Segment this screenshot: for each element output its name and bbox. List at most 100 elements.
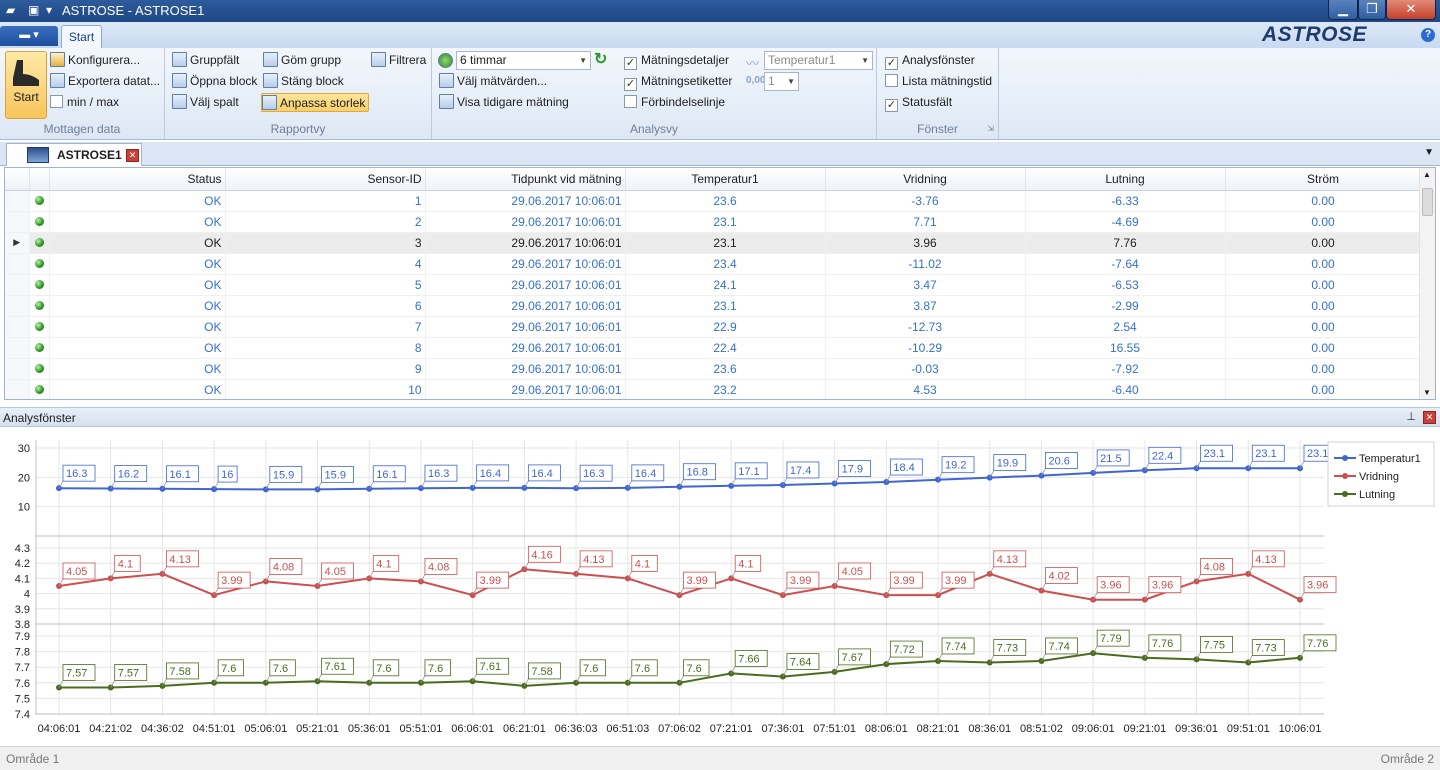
table-cell[interactable]: OK xyxy=(49,337,226,359)
table-cell[interactable]: OK xyxy=(49,274,226,296)
table-cell[interactable]: -6.53 xyxy=(1025,274,1226,296)
table-cell[interactable]: -0.03 xyxy=(825,358,1026,380)
table-cell[interactable]: 29.06.2017 10:06:01 xyxy=(425,253,626,275)
table-cell[interactable]: 3.47 xyxy=(825,274,1026,296)
table-cell[interactable]: 29.06.2017 10:06:01 xyxy=(425,316,626,338)
table-cell[interactable]: 23.2 xyxy=(625,379,826,399)
table-row[interactable]: OK 8 29.06.2017 10:06:01 22.4 -10.29 16.55 0.0… xyxy=(5,337,1422,359)
table-row[interactable]: OK 7 29.06.2017 10:06:01 22.9 -12.73 2.54 0.00 xyxy=(5,316,1422,338)
table-cell[interactable]: 22.4 xyxy=(625,337,826,359)
table-cell[interactable]: 1 xyxy=(225,190,426,212)
row-selector[interactable] xyxy=(5,295,30,317)
table-cell[interactable]: 0.00 xyxy=(1225,274,1422,296)
forbindelselinje-checkbox[interactable]: Förbindelselinje xyxy=(624,93,725,112)
valj-matvarden-button[interactable]: Välj mätvärden... xyxy=(439,72,547,91)
table-cell[interactable]: OK xyxy=(49,379,226,399)
table-row[interactable]: OK 2 29.06.2017 10:06:01 23.1 7.71 -4.69 0.00 xyxy=(5,211,1422,233)
gruppfalt-button[interactable]: Gruppfält xyxy=(172,51,239,70)
parameter-select[interactable]: Temperatur1 ▼ xyxy=(764,51,873,70)
table-cell[interactable]: 0.00 xyxy=(1225,295,1422,317)
table-cell[interactable]: 0.00 xyxy=(1225,253,1422,275)
table-cell[interactable]: 0.00 xyxy=(1225,337,1422,359)
row-selector[interactable] xyxy=(5,190,30,212)
table-cell[interactable]: OK xyxy=(49,253,226,275)
table-cell[interactable]: 24.1 xyxy=(625,274,826,296)
row-selector[interactable] xyxy=(5,379,30,399)
table-cell[interactable]: 29.06.2017 10:06:01 xyxy=(425,379,626,399)
table-cell[interactable]: 29.06.2017 10:06:01 xyxy=(425,211,626,233)
row-selector[interactable] xyxy=(5,274,30,296)
col-header-strom[interactable]: Ström xyxy=(1225,168,1422,191)
stang-block-button[interactable]: Stäng block xyxy=(263,72,344,91)
table-cell[interactable]: -4.69 xyxy=(1025,211,1226,233)
table-cell[interactable]: 10 xyxy=(225,379,426,399)
table-cell[interactable]: 0.00 xyxy=(1225,358,1422,380)
table-cell[interactable]: 7.71 xyxy=(825,211,1026,233)
table-cell[interactable]: 23.1 xyxy=(625,232,826,254)
table-row[interactable]: OK 1 29.06.2017 10:06:01 23.6 -3.76 -6.33 0.00 xyxy=(5,190,1422,212)
table-cell[interactable]: 2 xyxy=(225,211,426,233)
row-selector[interactable] xyxy=(5,358,30,380)
exportera-button[interactable]: Exportera datat... xyxy=(50,72,160,91)
row-selector[interactable]: ▶ xyxy=(5,232,30,254)
table-cell[interactable]: 7 xyxy=(225,316,426,338)
col-header-lutning[interactable]: Lutning xyxy=(1025,168,1226,191)
table-cell[interactable]: 8 xyxy=(225,337,426,359)
analysfonster-checkbox[interactable]: ✓ Analysfönster xyxy=(885,51,975,70)
table-cell[interactable]: 16.55 xyxy=(1025,337,1226,359)
visa-tidigare-button[interactable]: Visa tidigare mätning xyxy=(439,93,569,112)
table-cell[interactable]: 29.06.2017 10:06:01 xyxy=(425,190,626,212)
table-row[interactable]: ▶ OK 3 29.06.2017 10:06:01 23.1 3.96 7.76 0.00 xyxy=(5,232,1422,254)
table-cell[interactable]: 29.06.2017 10:06:01 xyxy=(425,274,626,296)
row-selector[interactable] xyxy=(5,211,30,233)
row-selector[interactable] xyxy=(5,337,30,359)
table-cell[interactable]: -10.29 xyxy=(825,337,1026,359)
table-cell[interactable]: 0.00 xyxy=(1225,190,1422,212)
col-header-vridning[interactable]: Vridning xyxy=(825,168,1026,191)
grid-vertical-scrollbar[interactable]: ▲ ▼ xyxy=(1419,168,1435,399)
table-cell[interactable]: 23.4 xyxy=(625,253,826,275)
filtrera-button[interactable]: Filtrera xyxy=(371,51,426,70)
matningsdetaljer-checkbox[interactable]: ✓ Mätningsdetaljer xyxy=(624,51,729,70)
table-cell[interactable]: 29.06.2017 10:06:01 xyxy=(425,337,626,359)
table-cell[interactable]: 7.76 xyxy=(1025,232,1226,254)
table-row[interactable]: OK 5 29.06.2017 10:06:01 24.1 3.47 -6.53 0.00 xyxy=(5,274,1422,296)
table-cell[interactable]: OK xyxy=(49,358,226,380)
row-selector[interactable] xyxy=(5,316,30,338)
valj-spalt-button[interactable]: Välj spalt xyxy=(172,93,239,112)
table-cell[interactable]: 3.96 xyxy=(825,232,1026,254)
scroll-up-icon[interactable]: ▲ xyxy=(1423,170,1431,179)
tab-list-dropdown-icon[interactable]: ▼ xyxy=(1424,147,1434,158)
table-cell[interactable]: OK xyxy=(49,316,226,338)
tab-start[interactable]: Start xyxy=(61,25,102,49)
close-panel-icon[interactable]: ✕ xyxy=(1423,411,1436,424)
oppna-block-button[interactable]: Öppna block xyxy=(172,72,257,91)
table-cell[interactable]: 4.53 xyxy=(825,379,1026,399)
table-cell[interactable]: 4 xyxy=(225,253,426,275)
table-cell[interactable]: 23.1 xyxy=(625,211,826,233)
table-cell[interactable]: -11.02 xyxy=(825,253,1026,275)
table-cell[interactable]: 9 xyxy=(225,358,426,380)
table-cell[interactable]: OK xyxy=(49,232,226,254)
gom-grupp-button[interactable]: Göm grupp xyxy=(263,51,341,70)
doc-tab-astrose1[interactable]: ASTROSE1 ✕ xyxy=(6,143,142,166)
col-header-temperatur1[interactable]: Temperatur1 xyxy=(625,168,826,191)
refresh-icon[interactable]: ↻ xyxy=(594,51,608,68)
table-cell[interactable]: OK xyxy=(49,211,226,233)
table-cell[interactable]: -7.92 xyxy=(1025,358,1226,380)
table-cell[interactable]: 29.06.2017 10:06:01 xyxy=(425,295,626,317)
table-cell[interactable]: 6 xyxy=(225,295,426,317)
table-cell[interactable]: -6.40 xyxy=(1025,379,1226,399)
table-cell[interactable]: 3 xyxy=(225,232,426,254)
col-header-tidpunkt[interactable]: Tidpunkt vid mätning xyxy=(425,168,626,191)
table-row[interactable]: OK 10 29.06.2017 10:06:01 23.2 4.53 -6.40 0.00 xyxy=(5,379,1422,399)
anpassa-storlek-button[interactable]: Anpassa storlek xyxy=(261,93,370,112)
row-selector[interactable] xyxy=(5,253,30,275)
minimize-button[interactable]: ▁ xyxy=(1328,0,1358,20)
table-cell[interactable]: -7.64 xyxy=(1025,253,1226,275)
table-cell[interactable]: 3.87 xyxy=(825,295,1026,317)
konfigurera-button[interactable]: Konfigurera... xyxy=(50,51,140,70)
count-select[interactable]: 1 ▼ xyxy=(764,72,799,91)
table-cell[interactable]: 5 xyxy=(225,274,426,296)
table-row[interactable]: OK 9 29.06.2017 10:06:01 23.6 -0.03 -7.92 0.00 xyxy=(5,358,1422,380)
